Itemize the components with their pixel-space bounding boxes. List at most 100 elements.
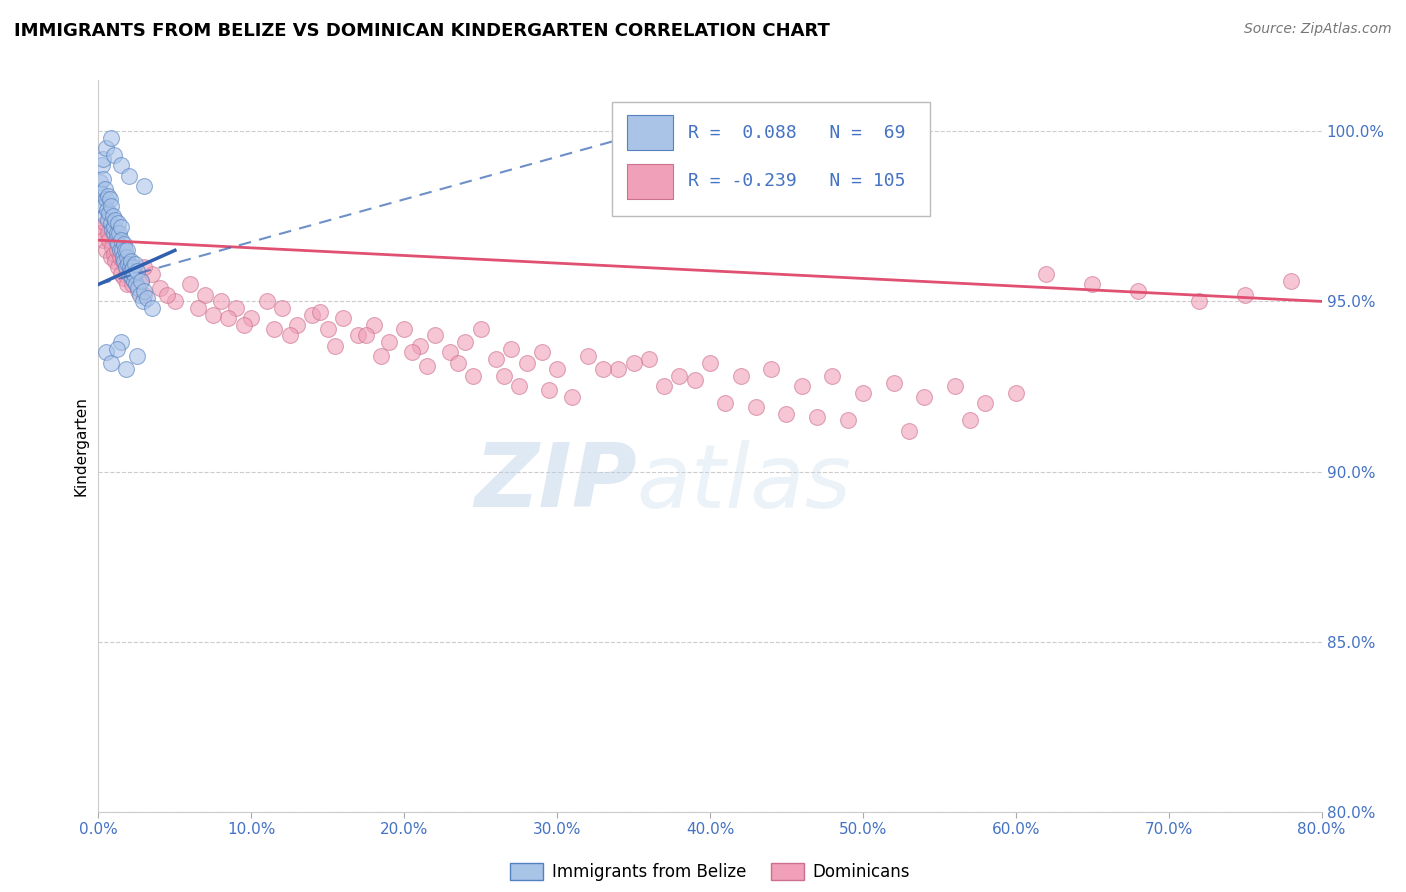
Point — [454, 335, 477, 350]
Point — [592, 362, 614, 376]
Point — [110, 158, 132, 172]
Point — [638, 352, 661, 367]
Point — [115, 260, 138, 275]
Point — [501, 342, 523, 356]
Point — [668, 369, 690, 384]
Point — [98, 206, 121, 220]
Point — [256, 294, 278, 309]
Point — [93, 182, 115, 196]
Point — [240, 311, 263, 326]
Point — [127, 281, 149, 295]
Point — [111, 244, 134, 258]
Point — [1128, 284, 1150, 298]
Point — [90, 195, 112, 210]
Point — [89, 175, 111, 189]
Point — [104, 253, 127, 268]
Point — [530, 345, 553, 359]
Point — [134, 260, 156, 275]
Point — [101, 210, 124, 224]
Point — [118, 257, 141, 271]
Point — [332, 311, 354, 326]
Point — [561, 390, 583, 404]
Point — [110, 267, 132, 281]
Point — [141, 301, 163, 316]
Point — [112, 253, 135, 268]
Point — [301, 308, 323, 322]
Point — [209, 294, 232, 309]
Point — [354, 328, 377, 343]
Point — [111, 253, 134, 268]
Point — [124, 267, 146, 281]
Point — [623, 356, 645, 370]
Text: R = -0.239   N = 105: R = -0.239 N = 105 — [688, 172, 905, 190]
Point — [124, 267, 146, 281]
Point — [217, 311, 239, 326]
Point — [439, 345, 461, 359]
Point — [115, 250, 138, 264]
Point — [103, 227, 125, 241]
Point — [103, 148, 125, 162]
Point — [546, 362, 568, 376]
Text: R =  0.088   N =  69: R = 0.088 N = 69 — [688, 124, 905, 142]
Point — [447, 356, 470, 370]
Point — [576, 349, 599, 363]
Point — [347, 328, 370, 343]
Point — [156, 287, 179, 301]
Point — [134, 287, 156, 301]
Point — [149, 281, 172, 295]
Point — [105, 227, 128, 241]
Point — [110, 219, 132, 234]
Point — [775, 407, 797, 421]
Point — [806, 410, 828, 425]
Point — [699, 356, 721, 370]
Point — [97, 189, 120, 203]
Point — [194, 287, 217, 301]
Point — [118, 169, 141, 183]
Point — [117, 244, 139, 258]
Point — [912, 390, 935, 404]
Point — [125, 277, 148, 292]
Point — [112, 270, 135, 285]
Point — [110, 233, 132, 247]
Point — [1188, 294, 1211, 309]
Point — [370, 349, 392, 363]
Point — [94, 244, 117, 258]
Point — [492, 369, 515, 384]
Point — [101, 223, 124, 237]
Point — [1081, 277, 1104, 292]
Point — [91, 152, 114, 166]
Point — [852, 386, 875, 401]
Point — [90, 186, 112, 200]
Point — [105, 342, 128, 356]
Point — [107, 216, 129, 230]
Point — [270, 301, 294, 316]
Point — [118, 260, 141, 275]
Point — [325, 338, 347, 352]
Point — [94, 210, 117, 224]
Point — [730, 369, 752, 384]
Point — [974, 396, 997, 410]
Point — [1004, 386, 1026, 401]
Point — [278, 328, 301, 343]
Point — [104, 212, 127, 227]
Point — [91, 172, 114, 186]
Point — [105, 244, 128, 258]
Point — [683, 373, 706, 387]
Point — [607, 362, 630, 376]
Point — [821, 369, 844, 384]
Point — [179, 277, 201, 292]
Point — [94, 192, 117, 206]
Point — [125, 264, 148, 278]
Point — [134, 284, 156, 298]
Point — [96, 202, 118, 217]
Point — [202, 308, 225, 322]
Point — [134, 178, 156, 193]
Point — [91, 233, 114, 247]
Point — [98, 233, 121, 247]
Point — [108, 244, 131, 258]
Point — [316, 321, 339, 335]
Point — [121, 277, 143, 292]
Point — [115, 260, 138, 275]
Point — [97, 212, 120, 227]
Point — [90, 227, 112, 241]
